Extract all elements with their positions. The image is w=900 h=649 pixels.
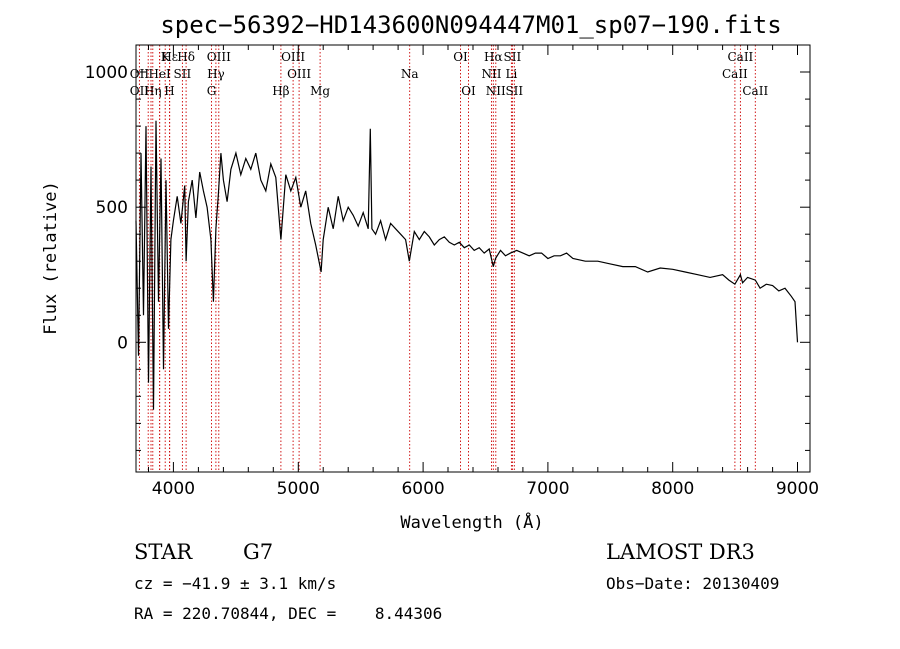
observation-date: Obs−Date: 20130409 (606, 574, 779, 593)
line-label: NII (486, 84, 506, 98)
y-axis-ticks: 0 500 1000 (85, 44, 810, 451)
x-tick-label: 7000 (526, 479, 569, 499)
line-label: H (164, 84, 174, 98)
survey-name: LAMOST DR3 (606, 540, 755, 564)
line-label: Li (505, 67, 517, 81)
x-tick-label: 5000 (277, 479, 320, 499)
line-label: Hα (484, 50, 503, 64)
line-label: HeI (148, 67, 171, 81)
line-label: SII (505, 84, 523, 98)
radial-velocity: cz = −41.9 ± 3.1 km/s (134, 574, 336, 593)
line-label: Hγ (207, 67, 225, 81)
sky-coordinates: RA = 220.70844, DEC = 8.44306 (134, 604, 442, 623)
line-label: Hη (144, 84, 162, 98)
x-tick-label: 4000 (152, 479, 195, 499)
x-tick-label: 6000 (401, 479, 444, 499)
line-label: OIII (281, 50, 305, 64)
line-label: CaII (727, 50, 753, 64)
line-label: K (161, 50, 171, 64)
x-axis-label: Wavelength (Å) (400, 511, 543, 533)
line-label: OII (130, 84, 150, 98)
line-label: OII (130, 67, 150, 81)
line-label: OI (461, 84, 476, 98)
x-tick-label: 9000 (776, 479, 819, 499)
line-label: OIII (207, 50, 231, 64)
spectrum-line (135, 120, 799, 410)
line-label: Na (401, 67, 419, 81)
x-tick-label: 8000 (651, 479, 694, 499)
y-tick-label: 1000 (85, 63, 128, 83)
plot-frame (135, 44, 811, 473)
line-label: CaII (742, 84, 768, 98)
object-class: STAR (134, 540, 193, 564)
line-label: OIII (287, 67, 311, 81)
y-tick-label: 500 (96, 198, 128, 218)
spectral-line-markers (138, 45, 756, 472)
y-tick-label: 0 (117, 333, 128, 353)
x-axis-ticks: 4000 5000 6000 7000 8000 9000 (148, 45, 819, 499)
spectral-subclass: G7 (243, 540, 273, 564)
line-label: Hδ (177, 50, 195, 64)
line-label: CaII (722, 67, 748, 81)
y-axis-label: Flux (relative) (41, 181, 61, 335)
line-label: Hβ (272, 84, 289, 98)
line-label: SII (174, 67, 192, 81)
line-label: OI (453, 50, 468, 64)
line-label: Mg (310, 84, 330, 98)
line-label: SII (504, 50, 522, 64)
line-label: NII (482, 67, 502, 81)
chart-title: spec−56392−HD143600N094447M01_sp07−190.f… (160, 11, 781, 39)
line-label: G (207, 84, 217, 98)
